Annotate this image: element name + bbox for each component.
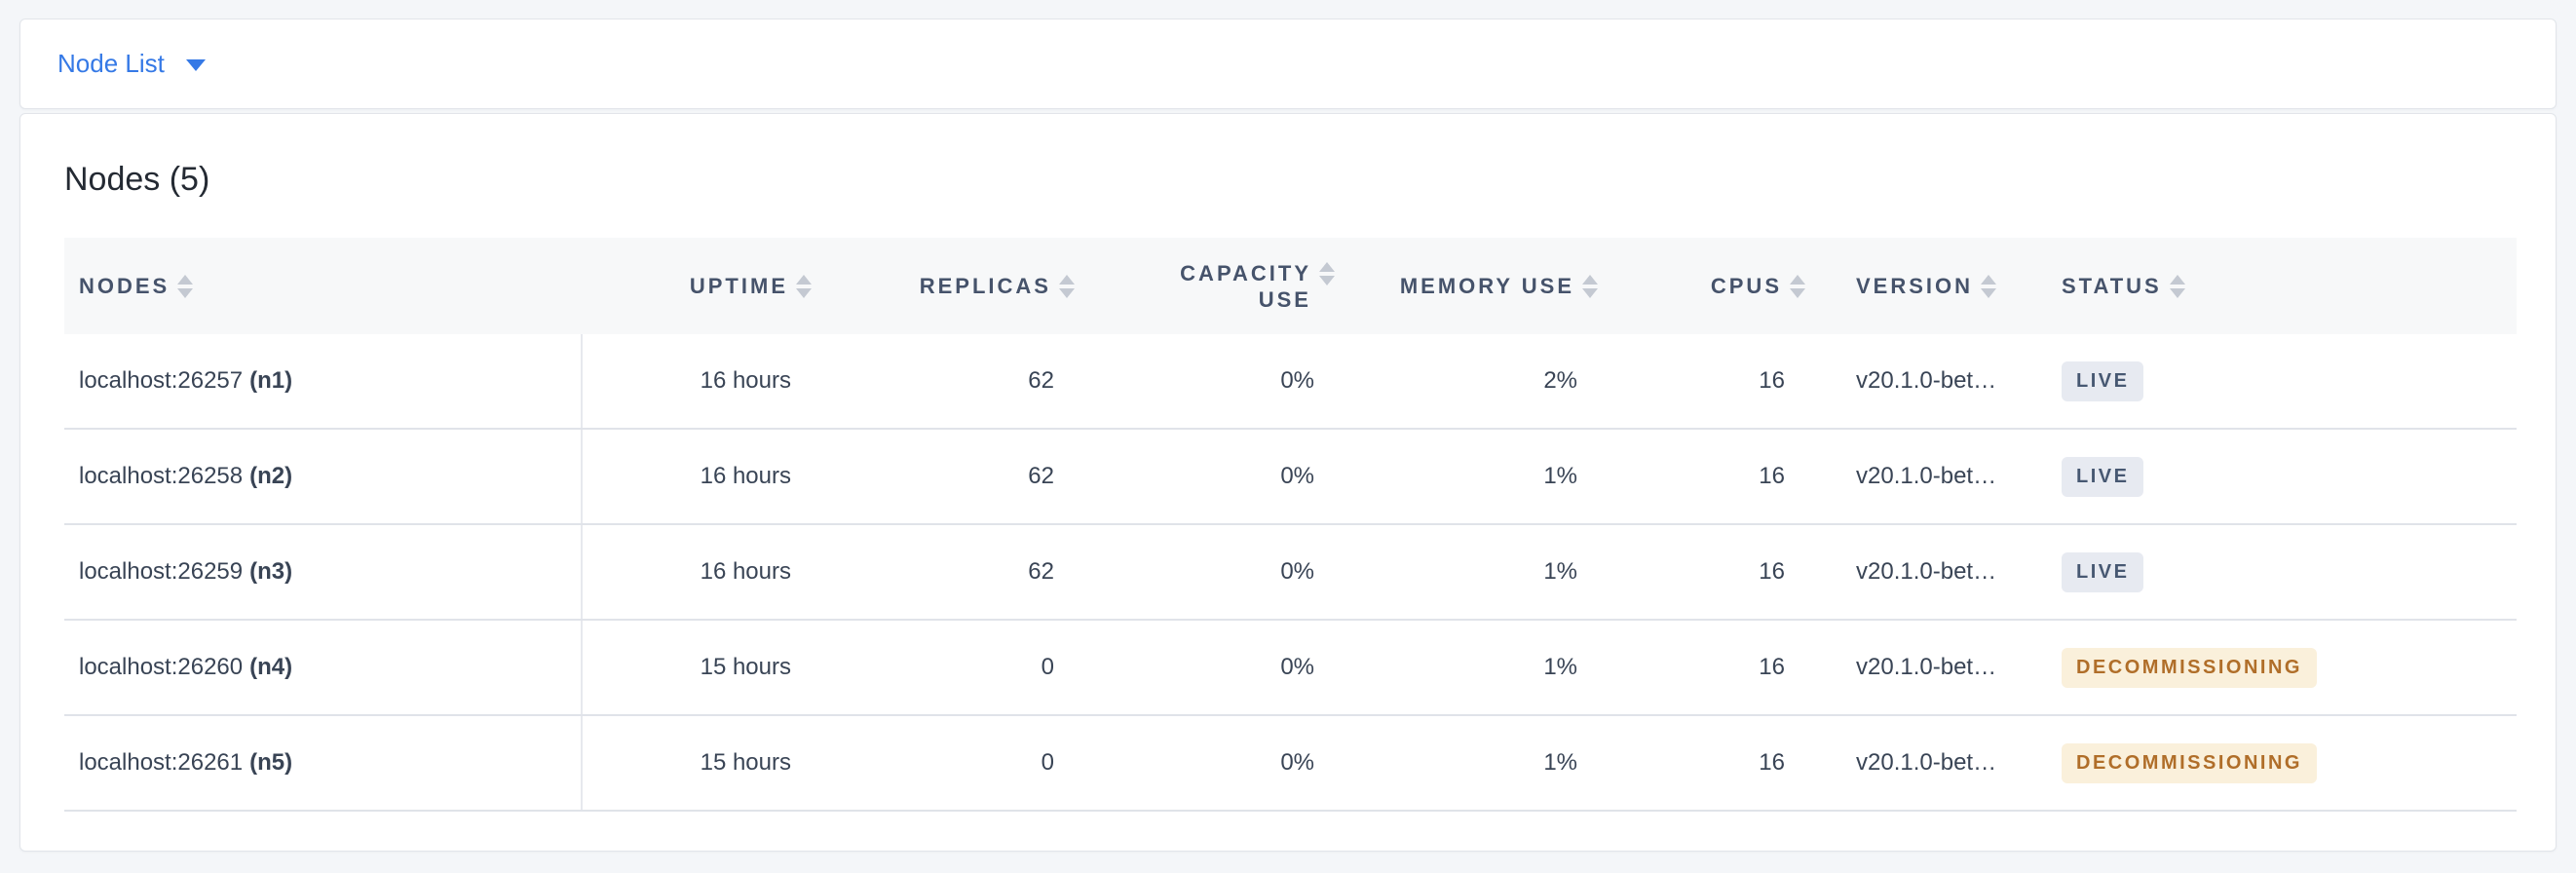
node-cpus-cell: 16 — [1759, 558, 1785, 585]
column-header-label: NODES — [79, 273, 170, 298]
node-memory-cell: 1% — [1543, 749, 1577, 776]
node-uptime-cell: 16 hours — [700, 558, 791, 585]
node-replicas-cell: 62 — [1028, 558, 1054, 585]
node-address-cell[interactable]: localhost:26258 (n2) — [64, 430, 583, 523]
node-version-cell: v20.1.0-bet… — [1856, 463, 1997, 489]
node-status-cell: LIVE — [2042, 334, 2517, 428]
column-header-cpus[interactable]: CPUS — [1606, 238, 1813, 334]
node-address: localhost:26260 — [79, 654, 244, 680]
node-cpus-cell: 16 — [1759, 654, 1785, 680]
node-address-cell[interactable]: localhost:26261 (n5) — [64, 716, 583, 810]
node-capacity-cell: 0% — [1280, 463, 1314, 489]
column-header-label: REPLICAS — [919, 273, 1051, 298]
node-version-cell: v20.1.0-bet… — [1856, 749, 1997, 776]
column-header-label: MEMORY USE — [1399, 273, 1574, 298]
node-address-cell[interactable]: localhost:26259 (n3) — [64, 525, 583, 619]
node-capacity-cell: 0% — [1280, 558, 1314, 585]
column-header-replicas[interactable]: REPLICAS — [819, 238, 1082, 334]
table-row[interactable]: localhost:26258 (n2) 16 hours 62 0% 1% 16 v20.1… — [64, 430, 2517, 525]
table-body: localhost:26257 (n1) 16 hours 62 0% 2% 16 v20.1… — [64, 334, 2517, 812]
node-id: (n2) — [249, 463, 293, 489]
column-header-memory[interactable]: MEMORY USE — [1343, 238, 1606, 334]
node-cpus-cell: 16 — [1759, 367, 1785, 394]
nodes-table: NODES UPTIME REPLICAS CAPACITY USE MEMORY US… — [64, 238, 2517, 812]
node-capacity-cell: 0% — [1280, 749, 1314, 776]
sort-arrows-icon — [2169, 274, 2185, 298]
node-address: localhost:26257 — [79, 367, 244, 394]
status-badge: DECOMMISSIONING — [2062, 647, 2317, 688]
status-badge: LIVE — [2062, 551, 2144, 592]
nodes-card: Nodes (5) NODES UPTIME REPLICAS CAPACITY US… — [19, 113, 2557, 852]
table-row[interactable]: localhost:26260 (n4) 15 hours 0 0% 1% 16 v20.1.… — [64, 621, 2517, 716]
node-status-cell: DECOMMISSIONING — [2042, 716, 2517, 810]
node-replicas-cell: 0 — [1041, 749, 1054, 776]
node-capacity-cell: 0% — [1280, 367, 1314, 394]
node-address: localhost:26258 — [79, 463, 244, 489]
node-list-dropdown-label: Node List — [57, 49, 165, 78]
node-id: (n1) — [249, 367, 293, 394]
view-selector-bar: Node List — [19, 19, 2557, 109]
node-status-cell: DECOMMISSIONING — [2042, 621, 2517, 714]
node-version-cell: v20.1.0-bet… — [1856, 367, 1997, 394]
node-memory-cell: 1% — [1543, 654, 1577, 680]
node-address-cell[interactable]: localhost:26257 (n1) — [64, 334, 583, 428]
node-list-dropdown[interactable]: Node List — [57, 49, 206, 79]
node-version-cell: v20.1.0-bet… — [1856, 654, 1997, 680]
node-replicas-cell: 62 — [1028, 367, 1054, 394]
node-uptime-cell: 16 hours — [700, 463, 791, 489]
node-cpus-cell: 16 — [1759, 463, 1785, 489]
column-header-nodes[interactable]: NODES — [64, 238, 583, 334]
chevron-down-icon — [185, 59, 206, 71]
status-badge: LIVE — [2062, 456, 2144, 497]
node-memory-cell: 1% — [1543, 463, 1577, 489]
table-header-row: NODES UPTIME REPLICAS CAPACITY USE MEMORY US… — [64, 238, 2517, 334]
node-id: (n3) — [249, 558, 293, 585]
node-uptime-cell: 15 hours — [700, 749, 791, 776]
node-cpus-cell: 16 — [1759, 749, 1785, 776]
sort-arrows-icon — [1981, 274, 1997, 298]
node-memory-cell: 2% — [1543, 367, 1577, 394]
node-version-cell: v20.1.0-bet… — [1856, 558, 1997, 585]
table-row[interactable]: localhost:26257 (n1) 16 hours 62 0% 2% 16 v20.1… — [64, 334, 2517, 430]
table-row[interactable]: localhost:26261 (n5) 15 hours 0 0% 1% 16 v20.1.… — [64, 716, 2517, 812]
table-row[interactable]: localhost:26259 (n3) 16 hours 62 0% 1% 16 v20.1… — [64, 525, 2517, 621]
column-header-label: CAPACITY USE — [1180, 260, 1311, 312]
page: Node List Nodes (5) NODES UPTIME REPLICAS C… — [19, 19, 2557, 852]
sort-arrows-icon — [177, 274, 194, 298]
column-header-capacity[interactable]: CAPACITY USE — [1082, 238, 1343, 334]
column-header-label: STATUS — [2062, 273, 2162, 298]
node-uptime-cell: 16 hours — [700, 367, 791, 394]
node-address: localhost:26261 — [79, 749, 244, 776]
sort-arrows-icon — [1582, 274, 1598, 298]
page-title: Nodes (5) — [64, 161, 210, 198]
column-header-label: CPUS — [1710, 273, 1782, 298]
node-replicas-cell: 62 — [1028, 463, 1054, 489]
node-address-cell[interactable]: localhost:26260 (n4) — [64, 621, 583, 714]
node-id: (n4) — [249, 654, 293, 680]
column-header-version[interactable]: VERSION — [1813, 238, 2042, 334]
status-badge: LIVE — [2062, 361, 2144, 401]
node-memory-cell: 1% — [1543, 558, 1577, 585]
column-header-status[interactable]: STATUS — [2042, 238, 2517, 334]
column-header-label: UPTIME — [689, 273, 788, 298]
column-header-label: VERSION — [1856, 273, 1974, 298]
status-badge: DECOMMISSIONING — [2062, 742, 2317, 783]
sort-arrows-icon — [796, 274, 812, 298]
node-address: localhost:26259 — [79, 558, 244, 585]
sort-arrows-icon — [1790, 274, 1805, 298]
node-status-cell: LIVE — [2042, 430, 2517, 523]
sort-arrows-icon — [1059, 274, 1075, 298]
node-status-cell: LIVE — [2042, 525, 2517, 619]
node-id: (n5) — [249, 749, 293, 776]
node-capacity-cell: 0% — [1280, 654, 1314, 680]
sort-arrows-icon — [1319, 261, 1335, 285]
node-replicas-cell: 0 — [1041, 654, 1054, 680]
node-uptime-cell: 15 hours — [700, 654, 791, 680]
column-header-uptime[interactable]: UPTIME — [583, 238, 819, 334]
